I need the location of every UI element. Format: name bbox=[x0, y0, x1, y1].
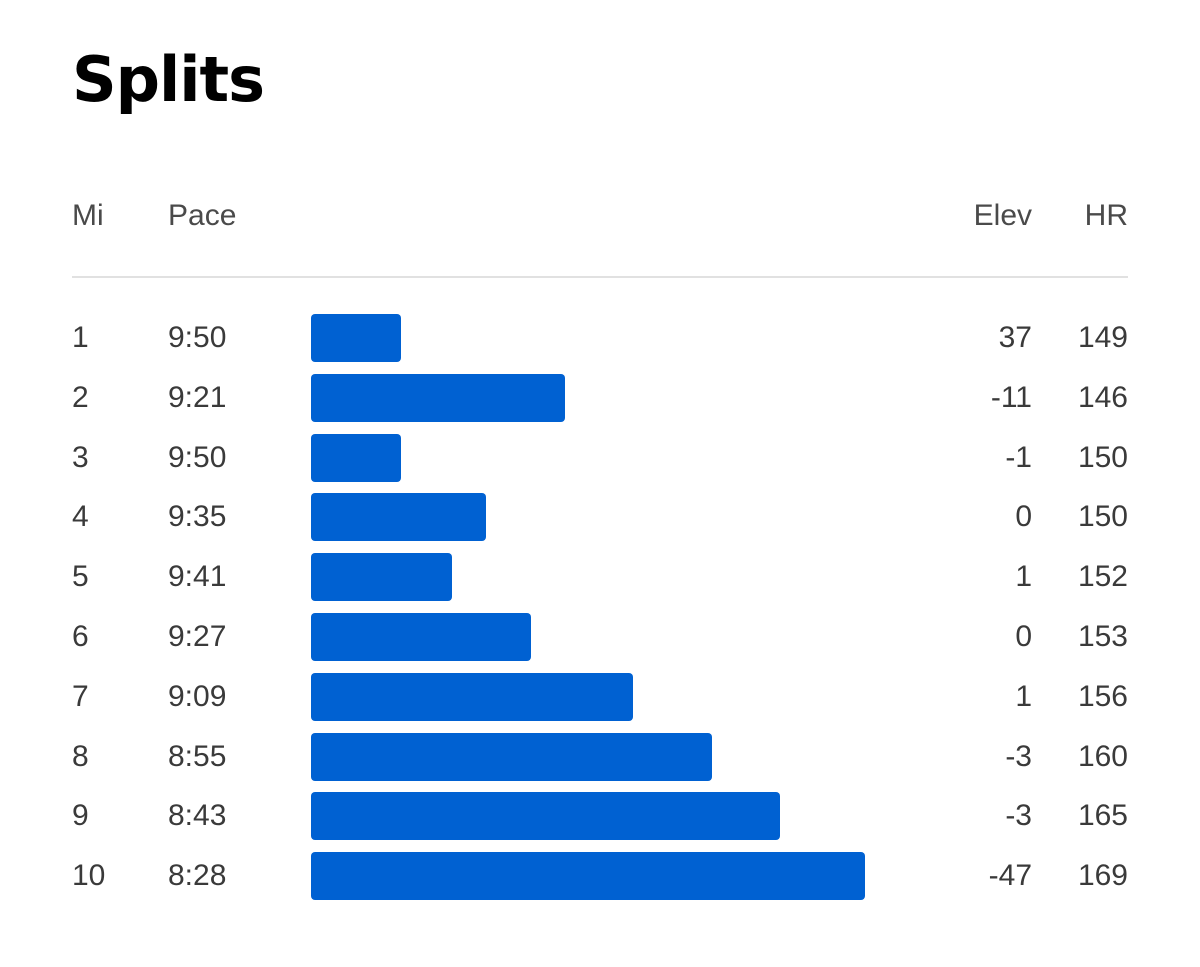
split-row: 6 9:27 0 153 bbox=[0, 613, 1200, 661]
header-divider bbox=[72, 276, 1128, 278]
split-pace: 9:35 bbox=[168, 500, 227, 533]
split-mile: 1 bbox=[72, 321, 89, 354]
split-elevation: -3 bbox=[1005, 740, 1032, 773]
split-heart-rate: 152 bbox=[1077, 560, 1128, 593]
split-row: 4 9:35 0 150 bbox=[0, 493, 1200, 541]
split-mile: 3 bbox=[72, 441, 89, 474]
split-mile: 10 bbox=[72, 859, 106, 892]
split-heart-rate: 169 bbox=[1077, 859, 1128, 892]
split-heart-rate: 153 bbox=[1077, 620, 1128, 653]
split-elevation: -47 bbox=[988, 859, 1032, 892]
pace-bar bbox=[311, 733, 712, 781]
split-elevation: 0 bbox=[1015, 500, 1032, 533]
pace-bar bbox=[311, 493, 486, 541]
split-mile: 2 bbox=[72, 381, 89, 414]
split-heart-rate: 150 bbox=[1077, 441, 1128, 474]
split-row: 1 9:50 37 149 bbox=[0, 314, 1200, 362]
split-heart-rate: 149 bbox=[1077, 321, 1128, 354]
split-row: 3 9:50 -1 150 bbox=[0, 434, 1200, 482]
split-pace: 9:41 bbox=[168, 560, 227, 593]
split-elevation: -1 bbox=[1005, 441, 1032, 474]
split-pace: 9:50 bbox=[168, 441, 227, 474]
split-mile: 8 bbox=[72, 740, 89, 773]
split-row: 9 8:43 -3 165 bbox=[0, 792, 1200, 840]
split-pace: 8:55 bbox=[168, 740, 227, 773]
pace-bar bbox=[311, 613, 531, 661]
split-mile: 6 bbox=[72, 620, 89, 653]
split-mile: 7 bbox=[72, 680, 89, 713]
column-header-elevation: Elev bbox=[973, 199, 1032, 232]
split-pace: 9:09 bbox=[168, 680, 227, 713]
split-heart-rate: 165 bbox=[1077, 799, 1128, 832]
split-elevation: -3 bbox=[1005, 799, 1032, 832]
split-row: 2 9:21 -11 146 bbox=[0, 374, 1200, 422]
split-row: 5 9:41 1 152 bbox=[0, 553, 1200, 601]
pace-bar bbox=[311, 374, 565, 422]
pace-bar bbox=[311, 553, 452, 601]
split-mile: 5 bbox=[72, 560, 89, 593]
pace-bar bbox=[311, 314, 401, 362]
split-pace: 9:21 bbox=[168, 381, 227, 414]
pace-bar bbox=[311, 852, 865, 900]
split-pace: 8:28 bbox=[168, 859, 227, 892]
split-pace: 9:27 bbox=[168, 620, 227, 653]
split-elevation: 1 bbox=[1015, 560, 1032, 593]
split-row: 8 8:55 -3 160 bbox=[0, 733, 1200, 781]
split-heart-rate: 160 bbox=[1077, 740, 1128, 773]
column-header-pace: Pace bbox=[168, 199, 237, 232]
column-header-heart-rate: HR bbox=[1084, 199, 1128, 232]
split-pace: 8:43 bbox=[168, 799, 227, 832]
pace-bar bbox=[311, 792, 780, 840]
split-heart-rate: 150 bbox=[1077, 500, 1128, 533]
pace-bar bbox=[311, 673, 633, 721]
split-row: 7 9:09 1 156 bbox=[0, 673, 1200, 721]
split-mile: 9 bbox=[72, 799, 89, 832]
split-pace: 9:50 bbox=[168, 321, 227, 354]
split-elevation: 1 bbox=[1015, 680, 1032, 713]
column-header-mile: Mi bbox=[72, 199, 104, 232]
split-heart-rate: 146 bbox=[1077, 381, 1128, 414]
split-elevation: 37 bbox=[998, 321, 1032, 354]
split-elevation: 0 bbox=[1015, 620, 1032, 653]
split-row: 10 8:28 -47 169 bbox=[0, 852, 1200, 900]
pace-bar bbox=[311, 434, 401, 482]
split-heart-rate: 156 bbox=[1077, 680, 1128, 713]
split-mile: 4 bbox=[72, 500, 89, 533]
split-elevation: -11 bbox=[990, 381, 1032, 414]
page-title: Splits bbox=[72, 43, 265, 116]
